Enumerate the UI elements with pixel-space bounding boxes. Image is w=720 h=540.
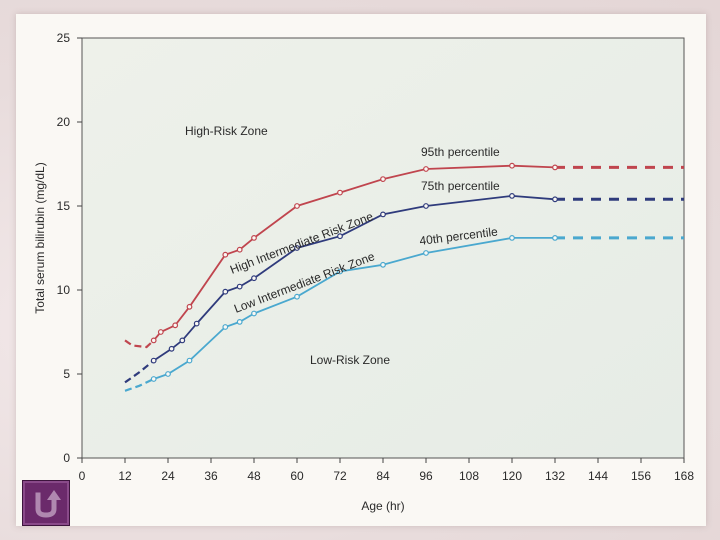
data-point-95th (251, 234, 257, 241)
plot-area (81, 37, 685, 459)
x-tick-label: 168 (674, 469, 694, 483)
data-point-75th (552, 196, 558, 203)
data-point-95th (552, 164, 558, 171)
low-risk-zone-label: Low-Risk Zone (310, 353, 390, 367)
x-tick-label: 72 (333, 469, 347, 483)
x-tick-label: 132 (545, 469, 565, 483)
data-point-40th (294, 293, 300, 300)
return-button[interactable] (22, 480, 70, 526)
y-tick-label: 0 (63, 451, 70, 465)
series-line-early-75th (124, 359, 155, 384)
series-line-early-40th (124, 378, 155, 392)
data-point-75th (236, 283, 243, 290)
x-tick-label: 36 (204, 469, 218, 483)
data-point-40th (423, 250, 429, 256)
data-point-40th (150, 376, 157, 382)
data-point-40th (337, 268, 343, 275)
data-point-75th (509, 192, 515, 199)
data-point-95th (509, 162, 515, 169)
data-point-95th (150, 337, 157, 344)
data-point-95th (236, 246, 243, 253)
data-point-40th (509, 234, 515, 241)
x-tick-label: 84 (376, 469, 390, 483)
y-tick-label: 5 (63, 367, 70, 381)
x-tick-label: 0 (79, 469, 86, 483)
x-tick-label: 12 (118, 469, 132, 483)
data-point-95th (294, 203, 300, 209)
data-point-40th (165, 371, 171, 377)
data-point-75th (193, 320, 200, 327)
series-line-40th (153, 236, 555, 380)
data-point-40th (236, 319, 243, 325)
y-tick-label: 10 (57, 283, 71, 297)
data-point-40th (380, 261, 386, 268)
data-point-40th (222, 324, 229, 330)
data-point-75th (423, 203, 429, 209)
data-point-95th (157, 329, 164, 335)
data-point-95th (172, 322, 179, 329)
data-point-75th (294, 245, 300, 251)
data-point-40th (251, 310, 257, 317)
data-point-95th (337, 189, 343, 196)
x-tick-label: 48 (247, 469, 261, 483)
series-line-early-95th (124, 339, 155, 349)
data-point-95th (186, 303, 193, 310)
data-point-95th (423, 166, 429, 172)
y-axis-title: Total serum bilirubin (mg/dL) (33, 162, 47, 313)
data-point-75th (222, 288, 229, 295)
data-point-75th (168, 345, 175, 352)
x-tick-label: 96 (419, 469, 433, 483)
x-tick-label: 120 (502, 469, 522, 483)
data-point-75th (337, 233, 343, 240)
x-tick-label: 156 (631, 469, 651, 483)
p95-label: 95th percentile (421, 145, 500, 159)
data-point-95th (380, 176, 386, 183)
y-tick-label: 15 (57, 199, 71, 213)
y-tick-label: 20 (57, 115, 71, 129)
x-tick-label: 60 (290, 469, 304, 483)
data-point-75th (179, 337, 186, 344)
high-risk-zone-label: High-Risk Zone (185, 124, 268, 138)
data-point-75th (150, 357, 157, 364)
data-point-40th (186, 357, 193, 364)
data-point-40th (552, 234, 558, 241)
x-axis-title: Age (hr) (361, 499, 404, 513)
x-tick-label: 144 (588, 469, 608, 483)
data-point-75th (251, 275, 257, 282)
data-point-75th (380, 211, 386, 218)
p75-label: 75th percentile (421, 179, 500, 193)
x-tick-label: 24 (161, 469, 175, 483)
data-point-95th (222, 251, 229, 258)
y-tick-label: 25 (57, 31, 71, 45)
x-tick-label: 108 (459, 469, 479, 483)
return-arrow-icon (35, 490, 61, 518)
